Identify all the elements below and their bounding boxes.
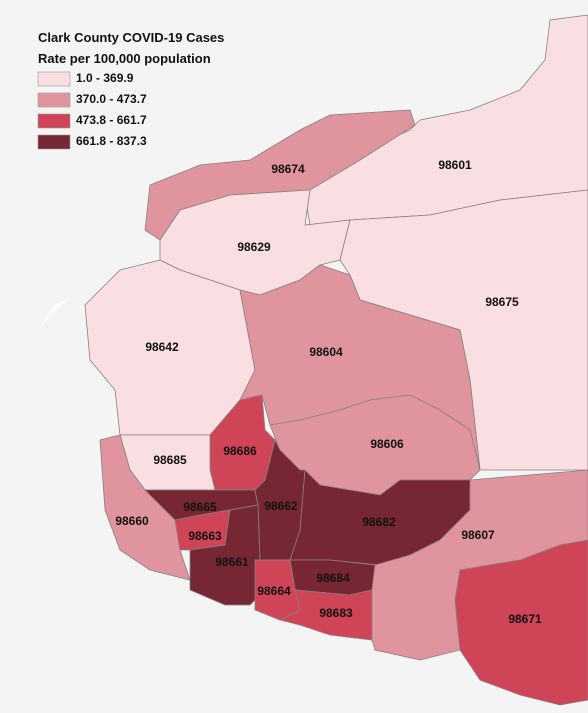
zip-label: 98684 <box>316 571 350 585</box>
zip-label: 98660 <box>115 514 149 528</box>
zip-label: 98664 <box>257 584 291 598</box>
zip-label: 98601 <box>438 158 472 172</box>
zip-label: 98685 <box>153 453 187 467</box>
zip-label: 98686 <box>223 444 257 458</box>
zip-region <box>278 589 373 641</box>
zip-label: 98662 <box>264 499 298 513</box>
zip-label: 98683 <box>319 606 353 620</box>
legend-title: Rate per 100,000 population <box>38 51 211 66</box>
zip-label: 98665 <box>183 500 217 514</box>
legend-swatch <box>37 113 71 129</box>
legend-swatch <box>37 134 71 150</box>
legend-swatch <box>37 92 71 108</box>
regions <box>84 14 588 706</box>
legend-label: 1.0 - 369.9 <box>76 71 134 85</box>
legend: 1.0 - 369.9 370.0 - 473.7 473.8 - 661.7 661… <box>37 71 147 150</box>
zip-label: 98663 <box>188 529 222 543</box>
legend-label: 473.8 - 661.7 <box>76 113 147 127</box>
zip-label: 98682 <box>362 515 396 529</box>
zip-labels: 98601 98674 98629 98675 98642 98604 9860… <box>115 158 542 626</box>
legend-label: 370.0 - 473.7 <box>76 92 147 106</box>
zip-label: 98661 <box>215 555 249 569</box>
zip-label: 98607 <box>461 528 495 542</box>
zip-label: 98674 <box>271 162 305 176</box>
zip-label: 98642 <box>145 340 179 354</box>
zip-region <box>454 539 588 706</box>
zip-label: 98671 <box>508 612 542 626</box>
zip-label: 98629 <box>237 240 271 254</box>
zip-label: 98675 <box>485 295 519 309</box>
legend-swatch <box>37 71 71 87</box>
map-title: Clark County COVID-19 Cases <box>38 30 224 45</box>
zip-label: 98606 <box>370 437 404 451</box>
zip-label: 98604 <box>309 345 343 359</box>
legend-label: 661.8 - 837.3 <box>76 134 147 148</box>
